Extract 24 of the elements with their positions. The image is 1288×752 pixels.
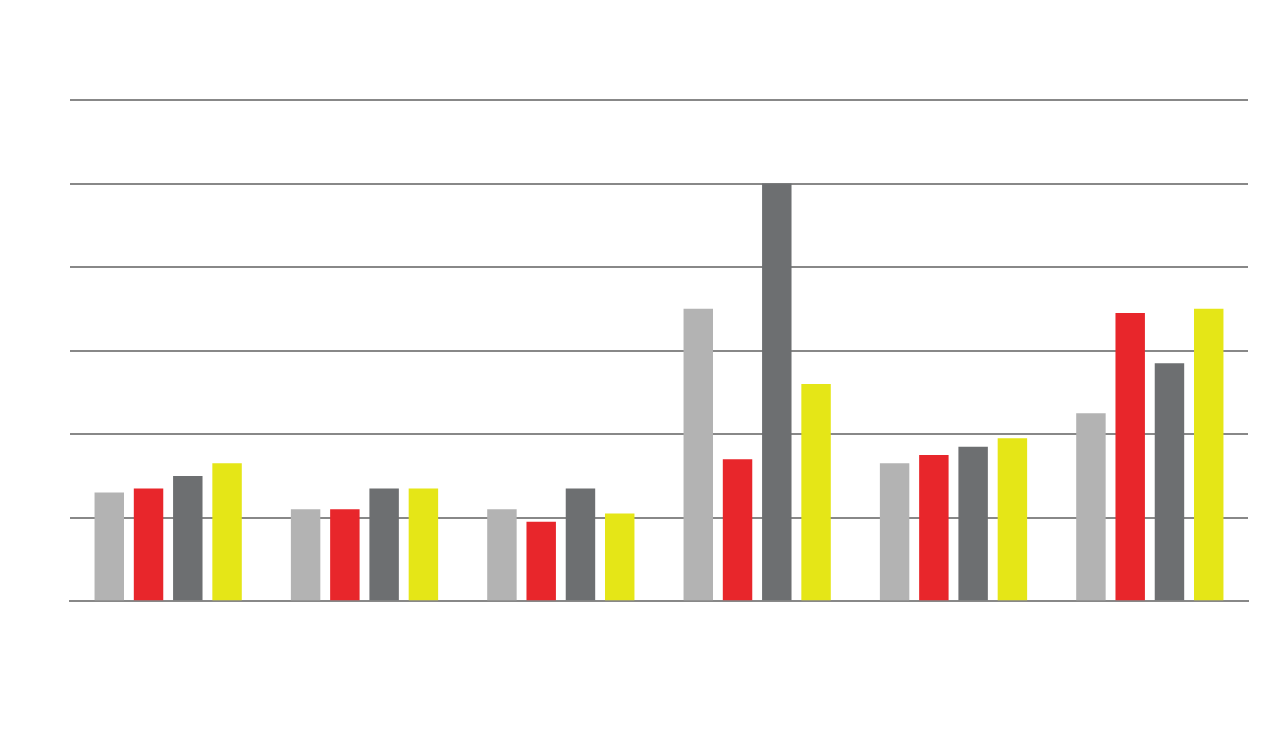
bar — [919, 455, 949, 601]
bar — [565, 488, 596, 601]
bar — [133, 488, 164, 601]
bar — [94, 492, 124, 601]
bar — [330, 509, 360, 601]
bar — [369, 488, 399, 601]
bar — [1115, 313, 1145, 601]
bar — [408, 488, 439, 601]
bar — [212, 463, 242, 601]
bar — [1194, 308, 1224, 601]
bar — [605, 513, 635, 601]
bar — [683, 308, 713, 601]
bar — [487, 509, 517, 601]
bar — [997, 438, 1028, 601]
bar — [1154, 363, 1185, 601]
bar — [762, 183, 792, 601]
bar — [722, 459, 753, 601]
bar — [526, 521, 556, 601]
bar — [290, 509, 321, 601]
bar — [801, 384, 831, 601]
bar — [1076, 413, 1106, 601]
bar — [173, 475, 203, 601]
bar — [958, 446, 988, 601]
bar — [879, 463, 910, 601]
